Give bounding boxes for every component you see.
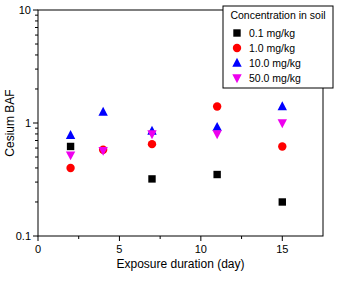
- point: [66, 130, 75, 139]
- y-minor-tick: [35, 140, 38, 141]
- x-tick: [200, 236, 201, 241]
- y-tick: [33, 236, 38, 237]
- legend-marker: [233, 29, 240, 36]
- legend: Concentration in soil 0.1 mg/kg 1.0 mg/kg 1…: [223, 6, 333, 88]
- legend-marker: [232, 74, 241, 83]
- x-minor-tick: [78, 236, 79, 239]
- point: [98, 107, 107, 116]
- y-minor-tick: [35, 182, 38, 183]
- x-tick: [119, 236, 120, 241]
- y-minor-tick: [35, 133, 38, 134]
- y-axis-label: Cesium BAF: [3, 89, 17, 156]
- legend-label: 1.0 mg/kg: [249, 42, 295, 54]
- y-minor-tick: [35, 148, 38, 149]
- legend-label: 10.0 mg/kg: [249, 57, 301, 69]
- y-minor-tick: [35, 157, 38, 158]
- point: [278, 101, 287, 110]
- x-axis-label: Exposure duration (day): [116, 257, 244, 271]
- x-tick: [282, 236, 283, 241]
- y-tick-label: 1: [25, 117, 31, 129]
- legend-marker: [233, 44, 241, 52]
- point: [148, 140, 156, 148]
- legend-marker: [232, 58, 241, 67]
- point: [148, 175, 155, 182]
- y-tick-label: 0.1: [16, 230, 31, 242]
- y-tick: [33, 10, 38, 11]
- y-tick-label: 10: [19, 4, 31, 16]
- chart: 0 5 10 15 0.1 1 10 Exposure duration (day) Cesiu…: [0, 0, 342, 282]
- y-minor-tick: [35, 44, 38, 45]
- point: [66, 164, 74, 172]
- x-tick-label: 5: [116, 243, 122, 255]
- point: [98, 147, 107, 156]
- x-tick: [38, 236, 39, 241]
- y-minor-tick: [35, 15, 38, 16]
- point: [67, 143, 74, 150]
- y-tick: [33, 123, 38, 124]
- plot-frame: [38, 10, 323, 236]
- point: [212, 122, 221, 131]
- y-minor-tick: [35, 69, 38, 70]
- y-minor-tick: [35, 167, 38, 168]
- y-minor-tick: [35, 20, 38, 21]
- legend-box: [223, 6, 333, 88]
- point: [278, 142, 286, 150]
- y-minor-tick: [35, 35, 38, 36]
- point: [278, 119, 287, 128]
- point: [213, 171, 220, 178]
- y-minor-tick: [35, 128, 38, 129]
- point: [66, 151, 75, 160]
- point: [279, 198, 286, 205]
- y-minor-tick: [35, 54, 38, 55]
- y-minor-tick: [35, 201, 38, 202]
- points: [66, 101, 287, 205]
- legend-label: 50.0 mg/kg: [249, 72, 301, 84]
- x-tick-label: 0: [35, 243, 41, 255]
- point: [213, 102, 221, 110]
- x-minor-tick: [241, 236, 242, 239]
- x-minor-tick: [160, 236, 161, 239]
- x-tick-label: 10: [195, 243, 207, 255]
- point: [212, 130, 221, 139]
- point: [147, 130, 156, 139]
- legend-title: Concentration in soil: [230, 9, 325, 21]
- y-minor-tick: [35, 88, 38, 89]
- legend-label: 0.1 mg/kg: [249, 27, 295, 39]
- x-tick-label: 15: [276, 243, 288, 255]
- y-minor-tick: [35, 27, 38, 28]
